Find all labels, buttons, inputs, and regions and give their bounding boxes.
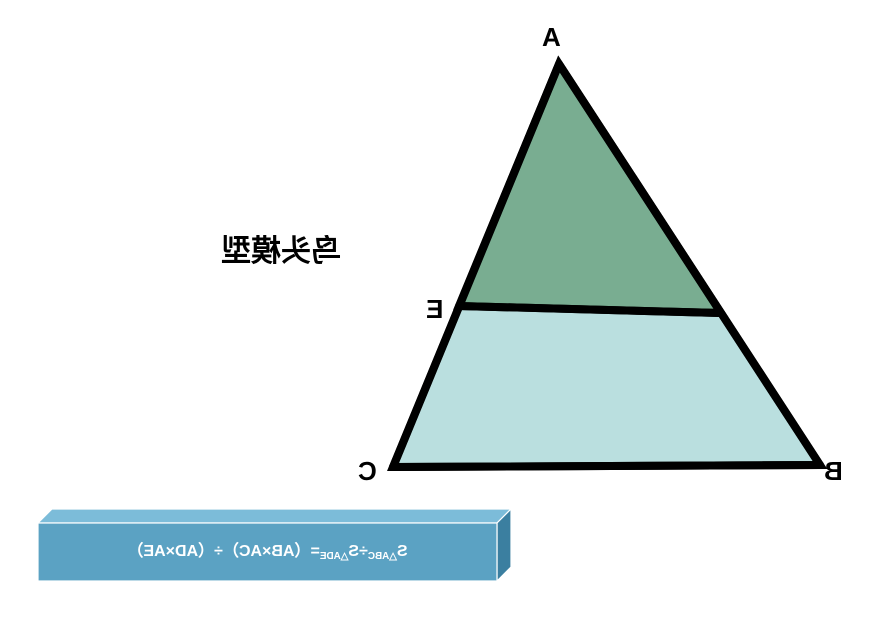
triangle-ade: [459, 64, 721, 313]
vertex-label-a-text: A: [542, 22, 561, 52]
vertex-label-b: B: [824, 456, 843, 487]
edge-bc: [393, 465, 820, 467]
formula-text: S△ABC÷S△ADE=（AB×AC）÷（AD×AE）: [127, 542, 407, 561]
diagram-stage: { "title": { "text": "鸟头模型", "fontsize":…: [0, 0, 895, 630]
vertex-label-e: E: [426, 294, 443, 325]
vertex-label-c: C: [358, 456, 377, 487]
vertex-label-c-text: C: [358, 456, 377, 486]
vertex-label-e-text: E: [426, 294, 443, 324]
svg-text:S△ABC÷S△ADE=（AB×AC）÷（AD×AE）: S△ABC÷S△ADE=（AB×AC）÷（AD×AE）: [127, 542, 407, 561]
vertex-label-b-text: B: [824, 456, 843, 486]
diagram-title-text: 鸟头模型: [221, 235, 341, 268]
diagram-title: 鸟头模型: [221, 226, 341, 270]
vertex-label-a: A: [542, 22, 561, 53]
formula-bar: S△ABC÷S△ADE=（AB×AC）÷（AD×AE）: [38, 509, 513, 583]
